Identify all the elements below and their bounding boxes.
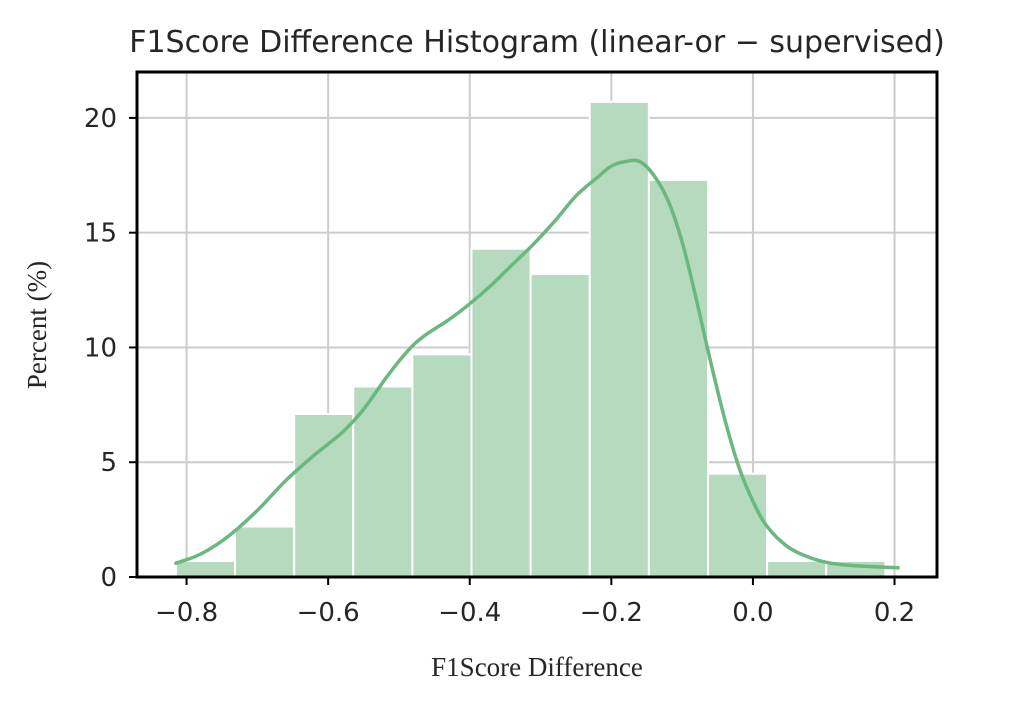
histogram-bar <box>529 273 591 578</box>
histogram-bars <box>174 100 887 579</box>
y-tick-label: 10 <box>84 333 117 363</box>
histogram-bar <box>470 247 532 578</box>
y-axis-label: Percent (%) <box>22 261 52 389</box>
histogram-bar <box>647 178 709 579</box>
kde-curve <box>174 158 900 570</box>
histogram-bar <box>234 525 296 578</box>
histogram-bar <box>766 559 828 579</box>
chart-title: F1Score Difference Histogram (linear-or … <box>129 25 945 60</box>
x-tick-label: −0.4 <box>438 598 501 628</box>
x-tick-label: 0.0 <box>732 598 773 628</box>
y-tick-label: 0 <box>100 563 117 593</box>
y-tick-label: 5 <box>100 448 117 478</box>
x-axis-ticks: −0.8 −0.6 −0.4 −0.2 0.0 0.2 <box>155 577 915 628</box>
y-axis-ticks: 0 5 10 15 20 <box>84 104 137 593</box>
y-tick-label: 15 <box>84 219 117 249</box>
x-tick-label: −0.2 <box>580 598 643 628</box>
y-tick-label: 20 <box>84 104 117 134</box>
x-tick-label: 0.2 <box>874 598 915 628</box>
histogram-bar <box>352 385 414 578</box>
x-tick-label: −0.6 <box>297 598 360 628</box>
x-axis-label: F1Score Difference <box>431 652 643 682</box>
x-tick-label: −0.8 <box>155 598 218 628</box>
histogram-bar <box>411 353 473 578</box>
histogram-bar <box>174 559 237 579</box>
plot-frame <box>135 70 939 579</box>
histogram-bar <box>588 100 650 578</box>
histogram-bar <box>293 413 355 579</box>
histogram-bar <box>706 472 769 579</box>
